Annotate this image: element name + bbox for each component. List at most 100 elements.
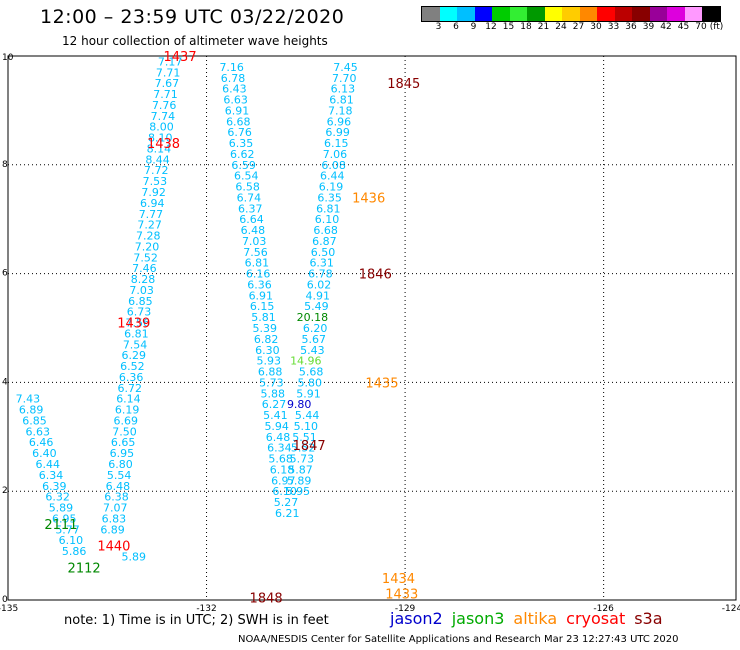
wave-height-value: 6.16 [246, 268, 271, 281]
scale-label: 24 [555, 22, 567, 32]
wave-height-value: 6.36 [119, 371, 144, 384]
wave-height-value: 6.65 [111, 436, 136, 449]
wave-height-value: 5.41 [263, 409, 288, 422]
wave-height-value: 5.73 [290, 453, 315, 466]
wave-height-value: 6.13 [331, 83, 356, 96]
wave-height-value: 4.91 [305, 289, 330, 302]
wave-height-value: 6.80 [108, 458, 133, 471]
pass-time-label: 2112 [68, 561, 101, 576]
scale-label: 70 [695, 22, 707, 32]
scale-label: 18 [520, 22, 532, 32]
wave-height-value: 6.35 [229, 137, 254, 150]
wave-height-value: 6.34 [267, 442, 292, 455]
wave-height-value: 6.36 [247, 278, 272, 291]
wave-height-value: 5.43 [300, 344, 325, 357]
pass-time-label: 2111 [44, 518, 77, 533]
credit-line: NOAA/NESDIS Center for Satellite Applica… [238, 634, 679, 645]
wave-height-value: 6.40 [32, 447, 57, 460]
wave-height-value: 7.72 [144, 164, 169, 177]
pass-time-label: 1433 [385, 587, 418, 602]
wave-height-value: 6.69 [114, 414, 139, 427]
wave-height-value: 5.68 [299, 366, 324, 379]
scale-label: 42 [660, 22, 672, 32]
wave-height-value: 6.20 [303, 322, 328, 335]
wave-height-value: 7.92 [141, 186, 166, 199]
wave-height-value: 6.99 [325, 126, 350, 139]
wave-height-value: 6.15 [324, 137, 349, 150]
wave-height-value: 7.03 [242, 235, 267, 248]
wave-height-value: 6.30 [255, 344, 280, 357]
wave-height-value: 7.71 [153, 88, 178, 101]
wave-height-value: 6.52 [120, 360, 145, 373]
legend-item: cryosat [566, 609, 626, 628]
wave-height-value: 7.54 [123, 338, 148, 351]
wave-height-value: 6.68 [313, 224, 338, 237]
satellite-legend: jason2 jason3 altika cryosat s3a [390, 609, 672, 628]
wave-height-value: 5.81 [251, 311, 276, 324]
y-tick-label: 6 [2, 269, 8, 279]
scale-swatch [562, 7, 580, 21]
chart-note: note: 1) Time is in UTC; 2) SWH is in fe… [64, 613, 329, 628]
wave-height-value: 6.95 [52, 512, 77, 525]
wave-height-value: 6.81 [329, 94, 354, 107]
scale-swatch [667, 7, 685, 21]
wave-height-value: 6.02 [307, 278, 332, 291]
wave-height-value: 6.63 [26, 425, 51, 438]
scale-label: 39 [642, 22, 655, 32]
wave-height-value: 6.72 [118, 382, 143, 395]
wave-height-value: 6.76 [227, 126, 252, 139]
scale-label: 9 [470, 22, 477, 32]
wave-height-value: 6.88 [258, 366, 283, 379]
wave-height-value: 6.68 [226, 115, 251, 128]
wave-height-value: 8.10 [148, 132, 173, 145]
wave-height-value: 6.19 [115, 404, 140, 417]
scale-label: 6 [453, 22, 459, 32]
scale-label: 33 [607, 22, 620, 32]
wave-height-value: 6.10 [272, 485, 297, 498]
pass-time-label: 1845 [387, 77, 420, 92]
wave-height-value: 8.00 [149, 121, 174, 134]
wave-height-value: 8.28 [131, 273, 156, 286]
scale-swatch [702, 7, 720, 21]
scale-swatch [544, 7, 562, 21]
scale-swatch [439, 7, 457, 21]
scale-swatch [457, 7, 475, 21]
scale-swatch [492, 7, 510, 21]
wave-height-value: 5.86 [62, 545, 87, 558]
scale-swatch [597, 7, 615, 21]
y-tick-label: 2 [2, 486, 8, 496]
wave-height-value: 5.77 [55, 523, 80, 536]
legend-item: jason3 [451, 609, 505, 628]
wave-height-value: 6.87 [312, 235, 337, 248]
wave-height-value: 6.78 [308, 268, 333, 281]
wave-height-value: 6.91 [249, 289, 274, 302]
chart-title: 12:00 – 23:59 UTC 03/22/2020 [40, 6, 345, 28]
wave-height-value: 6.27 [262, 398, 287, 411]
x-tick-label: -124 [722, 604, 740, 614]
wave-height-value: 6.85 [128, 295, 153, 308]
wave-height-value: 5.39 [253, 322, 278, 335]
scale-swatch [632, 7, 650, 21]
wave-height-value: 6.81 [124, 327, 149, 340]
wave-height-value: 6.82 [254, 333, 279, 346]
wave-height-value: 5.44 [295, 409, 320, 422]
wave-height-value: 6.48 [241, 224, 266, 237]
wave-height-value: 5.95 [286, 485, 311, 498]
wave-height-value: 6.83 [102, 512, 127, 525]
wave-height-value: 5.80 [298, 376, 323, 389]
wave-height-value: 6.43 [222, 83, 247, 96]
chart-subtitle: 12 hour collection of altimeter wave hei… [62, 34, 328, 48]
wave-height-value: 7.43 [16, 393, 41, 406]
wave-height-value: 6.46 [29, 436, 54, 449]
wave-height-value: 6.21 [275, 507, 300, 520]
plot-frame [7, 55, 737, 601]
wave-height-value: 6.54 [234, 170, 259, 183]
wave-height-value: 6.39 [42, 480, 67, 493]
scale-label: 45 [677, 22, 690, 32]
wave-height-value: 6.73 [127, 306, 152, 319]
wave-height-value: 7.18 [328, 104, 353, 117]
wave-height-value: 5.67 [302, 333, 327, 346]
x-tick-label: -126 [593, 604, 614, 614]
wave-height-value: 5.89 [287, 474, 312, 487]
wave-height-value: 6.38 [104, 491, 129, 504]
